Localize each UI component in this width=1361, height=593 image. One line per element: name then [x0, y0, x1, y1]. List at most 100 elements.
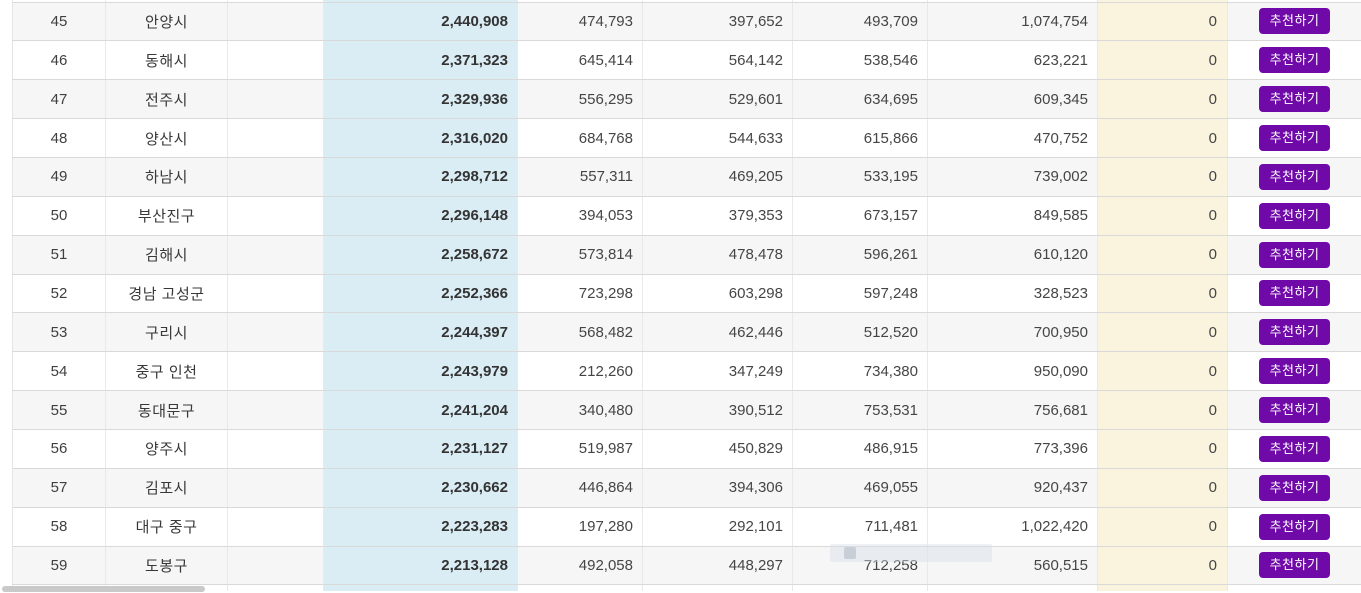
rank-cell: 54 — [12, 351, 106, 392]
rank-cell: 55 — [12, 390, 106, 430]
action-cell: 추천하기 — [1227, 40, 1361, 81]
action-cell: 추천하기 — [1227, 118, 1361, 158]
value-cell-4: 849,585 — [927, 196, 1098, 236]
recommend-button[interactable]: 추천하기 — [1258, 280, 1331, 307]
value-cell-1: 557,311 — [517, 157, 643, 197]
recommend-button[interactable]: 추천하기 — [1258, 397, 1331, 424]
city-cell: 도봉구 — [105, 546, 228, 586]
value-cell-4: 610,120 — [927, 235, 1098, 275]
value-cell-4: 1,022,420 — [927, 507, 1098, 547]
value-cell-4: 609,345 — [927, 79, 1098, 120]
total-cell: 2,223,283 — [323, 507, 518, 547]
table-row: 56 양주시 2,231,127 519,987 450,829 486,915… — [12, 429, 1361, 469]
recommend-button[interactable]: 추천하기 — [1258, 241, 1331, 268]
total-cell: 2,296,148 — [323, 196, 518, 236]
blank-cell — [227, 157, 324, 197]
value-cell-3: 734,380 — [792, 351, 928, 392]
recommend-button[interactable]: 추천하기 — [1258, 358, 1331, 385]
table-row: 53 구리시 2,244,397 568,482 462,446 512,520… — [12, 312, 1361, 353]
rank-cell — [12, 0, 106, 3]
value-cell-1: 212,260 — [517, 351, 643, 392]
city-cell: 대구 중구 — [105, 507, 228, 547]
recommend-button[interactable]: 추천하기 — [1258, 86, 1331, 113]
recommend-button[interactable]: 추천하기 — [1258, 435, 1331, 462]
blank-cell — [227, 79, 324, 120]
total-cell: 2,371,323 — [323, 40, 518, 81]
action-cell: 추천하기 — [1227, 312, 1361, 353]
value-cell-2: 394,306 — [642, 468, 793, 508]
value-cell — [792, 584, 928, 591]
action-cell: 추천하기 — [1227, 429, 1361, 469]
total-cell: 2,231,127 — [323, 429, 518, 469]
zero-cell: 0 — [1097, 546, 1228, 586]
action-cell: 추천하기 — [1227, 274, 1361, 314]
value-cell-2: 564,142 — [642, 40, 793, 81]
table-row: 45 안양시 2,440,908 474,793 397,652 493,709… — [12, 2, 1361, 42]
capture-overlay-icon — [844, 547, 856, 559]
total-cell: 2,258,672 — [323, 235, 518, 275]
city-ranking-table: 45 안양시 2,440,908 474,793 397,652 493,709… — [12, 0, 1361, 591]
recommend-button[interactable]: 추천하기 — [1258, 202, 1331, 229]
rank-cell: 51 — [12, 235, 106, 275]
recommend-button[interactable]: 추천하기 — [1258, 47, 1331, 74]
table-row: 48 양산시 2,316,020 684,768 544,633 615,866… — [12, 118, 1361, 158]
blank-cell — [227, 40, 324, 81]
value-cell-2: 529,601 — [642, 79, 793, 120]
value-cell-1: 645,414 — [517, 40, 643, 81]
value-cell — [927, 0, 1098, 3]
city-cell: 하남시 — [105, 157, 228, 197]
rank-cell: 47 — [12, 79, 106, 120]
value-cell-2: 379,353 — [642, 196, 793, 236]
horizontal-scrollbar[interactable] — [0, 586, 1361, 593]
value-cell-4: 773,396 — [927, 429, 1098, 469]
scrollbar-thumb[interactable] — [2, 586, 205, 592]
rank-cell: 56 — [12, 429, 106, 469]
rank-cell: 50 — [12, 196, 106, 236]
value-cell-4: 920,437 — [927, 468, 1098, 508]
value-cell-4: 328,523 — [927, 274, 1098, 314]
value-cell-2: 478,478 — [642, 235, 793, 275]
value-cell-4: 950,090 — [927, 351, 1098, 392]
value-cell-1: 394,053 — [517, 196, 643, 236]
value-cell-3: 596,261 — [792, 235, 928, 275]
value-cell — [642, 584, 793, 591]
recommend-button[interactable]: 추천하기 — [1258, 125, 1331, 151]
value-cell-4: 700,950 — [927, 312, 1098, 353]
action-cell: 추천하기 — [1227, 507, 1361, 547]
value-cell-3: 486,915 — [792, 429, 928, 469]
city-cell: 부산진구 — [105, 196, 228, 236]
city-cell: 동해시 — [105, 40, 228, 81]
recommend-button[interactable]: 추천하기 — [1258, 474, 1331, 501]
zero-cell: 0 — [1097, 312, 1228, 353]
recommend-button[interactable]: 추천하기 — [1258, 8, 1331, 35]
value-cell-3: 711,481 — [792, 507, 928, 547]
value-cell — [517, 584, 643, 591]
table-row: 59 도봉구 2,213,128 492,058 448,297 712,258… — [12, 546, 1361, 586]
zero-cell: 0 — [1097, 468, 1228, 508]
recommend-button[interactable]: 추천하기 — [1258, 513, 1331, 540]
zero-cell: 0 — [1097, 429, 1228, 469]
total-cell: 2,440,908 — [323, 2, 518, 42]
recommend-button[interactable]: 추천하기 — [1258, 163, 1331, 190]
value-cell-4: 1,074,754 — [927, 2, 1098, 42]
recommend-button[interactable]: 추천하기 — [1258, 552, 1331, 579]
zero-cell: 0 — [1097, 196, 1228, 236]
value-cell-3: 469,055 — [792, 468, 928, 508]
value-cell — [642, 0, 793, 3]
value-cell-3: 634,695 — [792, 79, 928, 120]
total-cell — [323, 0, 518, 3]
city-cell: 구리시 — [105, 312, 228, 353]
blank-cell — [227, 507, 324, 547]
city-cell: 양산시 — [105, 118, 228, 158]
city-cell: 안양시 — [105, 2, 228, 42]
zero-cell: 0 — [1097, 2, 1228, 42]
zero-cell — [1097, 584, 1228, 591]
value-cell-3: 533,195 — [792, 157, 928, 197]
rank-cell: 58 — [12, 507, 106, 547]
value-cell-4: 623,221 — [927, 40, 1098, 81]
recommend-button[interactable]: 추천하기 — [1258, 319, 1331, 346]
city-cell: 김해시 — [105, 235, 228, 275]
rank-cell: 53 — [12, 312, 106, 353]
blank-cell — [227, 351, 324, 392]
